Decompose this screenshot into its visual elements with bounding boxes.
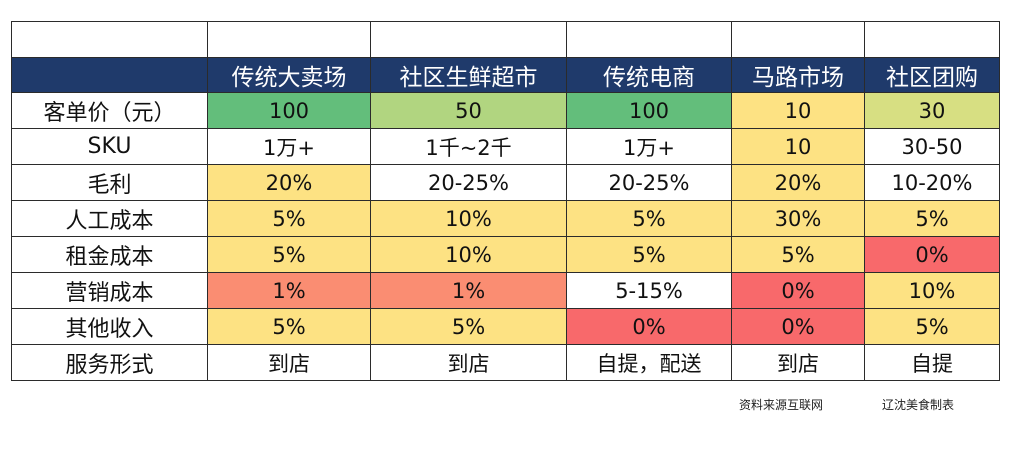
table-cell: 10 [731, 128, 865, 165]
table-cell: 1千~2千 [370, 128, 567, 165]
table-row: 租金成本 5% 10% 5% 5% 0% [11, 236, 1000, 273]
table-cell: 20-25% [370, 164, 567, 201]
table-cell: 1万+ [566, 128, 732, 165]
blank-cell [207, 21, 371, 58]
table-cell: 10 [731, 92, 865, 129]
table-cell: 0% [566, 308, 732, 345]
row-label: 人工成本 [11, 200, 208, 237]
table-cell: 5% [370, 308, 567, 345]
table-cell: 到店 [731, 344, 865, 381]
table-cell: 5% [864, 200, 1000, 237]
table-cell: 0% [731, 272, 865, 309]
table-cell: 0% [731, 308, 865, 345]
table-cell: 30-50 [864, 128, 1000, 165]
table-cell: 30% [731, 200, 865, 237]
header-corner-cell [11, 57, 208, 93]
blank-row [11, 21, 1000, 58]
table-cell: 20-25% [566, 164, 732, 201]
table-cell: 5% [864, 308, 1000, 345]
comparison-table: 传统大卖场 社区生鲜超市 传统电商 马路市场 社区团购 客单价（元） 100 50 100 10 3… [11, 21, 1000, 381]
table-cell: 到店 [370, 344, 567, 381]
table-cell: 1% [207, 272, 371, 309]
table-cell: 自提，配送 [566, 344, 732, 381]
column-header: 传统大卖场 [207, 57, 371, 93]
blank-cell [566, 21, 732, 58]
column-header: 社区团购 [864, 57, 1000, 93]
table-row: 服务形式 到店 到店 自提，配送 到店 自提 [11, 344, 1000, 381]
column-header: 马路市场 [731, 57, 865, 93]
blank-cell [731, 21, 865, 58]
blank-cell [864, 21, 1000, 58]
table-cell: 100 [207, 92, 371, 129]
table-cell: 5% [731, 236, 865, 273]
table-row: 毛利 20% 20-25% 20-25% 20% 10-20% [11, 164, 1000, 201]
table-cell: 100 [566, 92, 732, 129]
row-label: 其他收入 [11, 308, 208, 345]
table-row: SKU 1万+ 1千~2千 1万+ 10 30-50 [11, 128, 1000, 165]
table-cell: 到店 [207, 344, 371, 381]
blank-cell [11, 21, 208, 58]
table-cell: 5% [207, 200, 371, 237]
row-label: 营销成本 [11, 272, 208, 309]
header-row: 传统大卖场 社区生鲜超市 传统电商 马路市场 社区团购 [11, 57, 1000, 93]
row-label: SKU [11, 128, 208, 165]
credit-note: 辽沈美食制表 [882, 398, 955, 412]
table-row: 其他收入 5% 5% 0% 0% 5% [11, 308, 1000, 345]
table-cell: 5% [207, 236, 371, 273]
table-cell: 50 [370, 92, 567, 129]
table-cell: 10% [864, 272, 1000, 309]
source-note: 资料来源互联网 [739, 398, 824, 412]
blank-cell [370, 21, 567, 58]
row-label: 服务形式 [11, 344, 208, 381]
table-cell: 5% [207, 308, 371, 345]
row-label: 客单价（元） [11, 92, 208, 129]
table-cell: 自提 [864, 344, 1000, 381]
table-row: 客单价（元） 100 50 100 10 30 [11, 92, 1000, 129]
row-label: 租金成本 [11, 236, 208, 273]
table-row: 营销成本 1% 1% 5-15% 0% 10% [11, 272, 1000, 309]
row-label: 毛利 [11, 164, 208, 201]
footer: 资料来源互联网 辽沈美食制表 [0, 396, 1024, 416]
table-cell: 5% [566, 200, 732, 237]
table-cell: 30 [864, 92, 1000, 129]
column-header: 传统电商 [566, 57, 732, 93]
table-cell: 20% [731, 164, 865, 201]
table-cell: 0% [864, 236, 1000, 273]
table-cell: 10% [370, 236, 567, 273]
table-cell: 20% [207, 164, 371, 201]
table-cell: 10-20% [864, 164, 1000, 201]
column-header: 社区生鲜超市 [370, 57, 567, 93]
table-cell: 5% [566, 236, 732, 273]
table-cell: 10% [370, 200, 567, 237]
table-cell: 1% [370, 272, 567, 309]
table-cell: 5-15% [566, 272, 732, 309]
table-row: 人工成本 5% 10% 5% 30% 5% [11, 200, 1000, 237]
table-cell: 1万+ [207, 128, 371, 165]
